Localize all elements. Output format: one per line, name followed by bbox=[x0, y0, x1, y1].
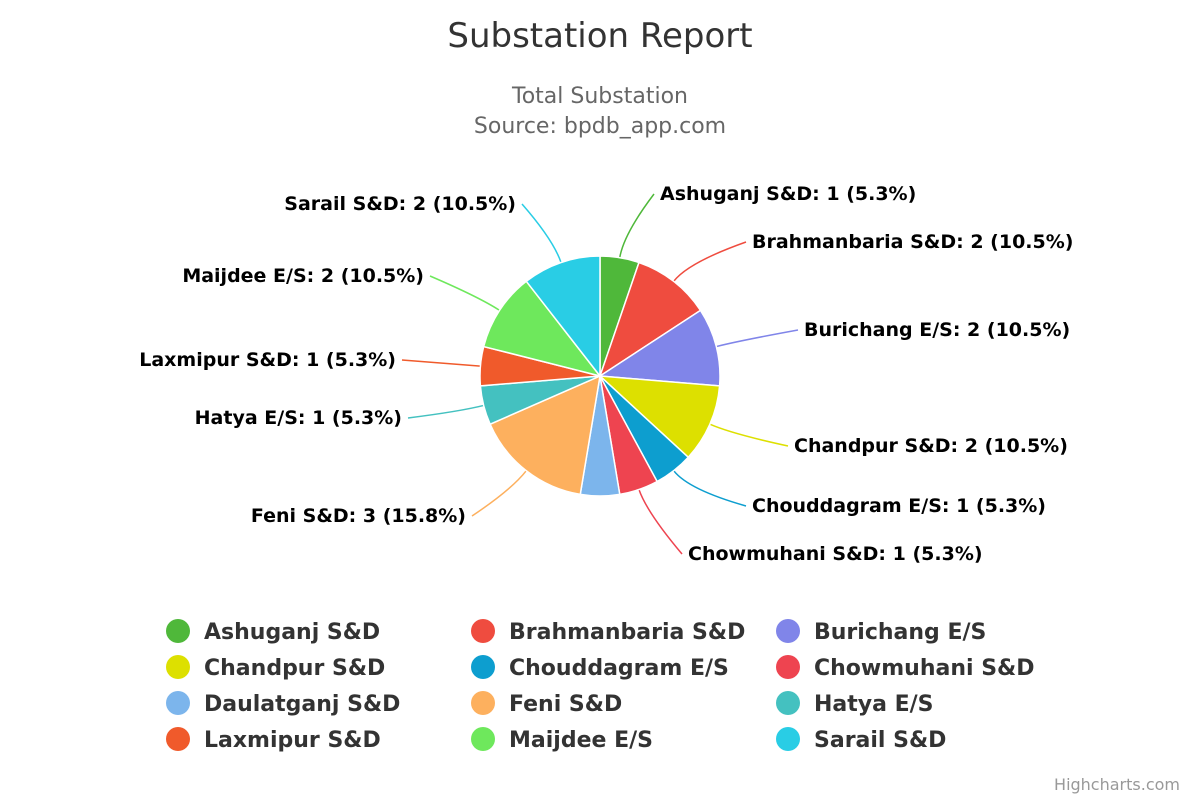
legend-item-daulatganj-sandd[interactable]: Daulatganj S&D bbox=[166, 691, 400, 717]
legend-symbol bbox=[776, 691, 800, 715]
legend-item-hatya-e-s[interactable]: Hatya E/S bbox=[776, 691, 934, 717]
legend-symbol bbox=[471, 619, 495, 643]
chart-title: Substation Report bbox=[447, 16, 752, 56]
pie-slice-burichang-e-s[interactable] bbox=[597, 309, 721, 387]
data-label-feni-sandd: Feni S&D: 3 (15.8%) bbox=[251, 505, 466, 527]
legend-label: Daulatganj S&D bbox=[204, 692, 400, 717]
legend-label: Sarail S&D bbox=[814, 728, 946, 753]
legend-label: Chouddagram E/S bbox=[509, 656, 729, 681]
data-label-hatya-e-s: Hatya E/S: 1 (5.3%) bbox=[195, 407, 402, 429]
legend: Ashuganj S&D Brahmanbaria S&D Burichang E/… bbox=[166, 619, 1035, 753]
data-label-ashuganj-sandd: Ashuganj S&D: 1 (5.3%) bbox=[660, 183, 916, 205]
legend-item-feni-sandd[interactable]: Feni S&D bbox=[471, 691, 622, 717]
chart-subtitle-line-1: Total Substation bbox=[511, 84, 688, 109]
legend-symbol bbox=[166, 727, 190, 751]
connector-maijdee-e-s bbox=[429, 275, 500, 311]
legend-item-burichang-e-s[interactable]: Burichang E/S bbox=[776, 619, 986, 645]
credits-link[interactable]: Highcharts.com bbox=[1054, 775, 1180, 794]
legend-label: Laxmipur S&D bbox=[204, 728, 381, 753]
connector-lines bbox=[401, 193, 799, 555]
data-label-laxmipur-sandd: Laxmipur S&D: 1 (5.3%) bbox=[139, 349, 396, 371]
connector-chandpur-sandd bbox=[709, 423, 789, 447]
legend-symbol bbox=[471, 655, 495, 679]
legend-item-maijdee-e-s[interactable]: Maijdee E/S bbox=[471, 727, 653, 753]
connector-sarail-sandd bbox=[521, 203, 562, 263]
legend-symbol bbox=[166, 655, 190, 679]
data-labels: Ashuganj S&D: 1 (5.3%) Brahmanbaria S&D: … bbox=[139, 183, 1073, 565]
legend-symbol bbox=[166, 691, 190, 715]
data-label-sarail-sandd: Sarail S&D: 2 (10.5%) bbox=[284, 193, 516, 215]
legend-item-ashuganj-sandd[interactable]: Ashuganj S&D bbox=[166, 619, 380, 645]
legend-symbol bbox=[471, 727, 495, 751]
connector-burichang-e-s bbox=[716, 329, 799, 348]
connector-ashuganj-sandd bbox=[619, 193, 655, 258]
legend-label: Hatya E/S bbox=[814, 692, 934, 717]
legend-item-chouddagram-e-s[interactable]: Chouddagram E/S bbox=[471, 655, 729, 681]
pie-slices bbox=[479, 255, 721, 497]
data-label-chandpur-sandd: Chandpur S&D: 2 (10.5%) bbox=[794, 435, 1068, 457]
legend-item-laxmipur-sandd[interactable]: Laxmipur S&D bbox=[166, 727, 381, 753]
data-label-brahmanbaria-sandd: Brahmanbaria S&D: 2 (10.5%) bbox=[752, 231, 1073, 253]
connector-chouddagram-e-s bbox=[673, 470, 747, 507]
connector-feni-sandd bbox=[471, 470, 527, 517]
legend-item-sarail-sandd[interactable]: Sarail S&D bbox=[776, 727, 946, 753]
data-label-maijdee-e-s: Maijdee E/S: 2 (10.5%) bbox=[182, 265, 424, 287]
data-label-chouddagram-e-s: Chouddagram E/S: 1 (5.3%) bbox=[752, 495, 1046, 517]
legend-label: Chowmuhani S&D bbox=[814, 656, 1035, 681]
legend-item-brahmanbaria-sandd[interactable]: Brahmanbaria S&D bbox=[471, 619, 745, 645]
legend-label: Ashuganj S&D bbox=[204, 620, 380, 645]
legend-item-chowmuhani-sandd[interactable]: Chowmuhani S&D bbox=[776, 655, 1035, 681]
pie-slice-brahmanbaria-sandd[interactable] bbox=[598, 261, 702, 378]
data-label-chowmuhani-sandd: Chowmuhani S&D: 1 (5.3%) bbox=[688, 543, 983, 565]
legend-symbol bbox=[166, 619, 190, 643]
legend-symbol bbox=[776, 727, 800, 751]
pie-slice-feni-sandd[interactable] bbox=[489, 374, 601, 496]
pie-slice-chandpur-sandd[interactable] bbox=[597, 375, 721, 459]
connector-brahmanbaria-sandd bbox=[673, 241, 747, 282]
legend-symbol bbox=[471, 691, 495, 715]
chart-subtitle-line-2: Source: bpdb_app.com bbox=[474, 114, 726, 139]
legend-label: Feni S&D bbox=[509, 692, 622, 717]
legend-symbol bbox=[776, 619, 800, 643]
pie-slice-maijdee-e-s[interactable] bbox=[482, 280, 602, 378]
pie-slice-sarail-sandd[interactable] bbox=[525, 255, 601, 379]
connector-chowmuhani-sandd bbox=[638, 489, 683, 555]
connector-hatya-e-s bbox=[407, 404, 484, 419]
legend-item-chandpur-sandd[interactable]: Chandpur S&D bbox=[166, 655, 385, 681]
legend-label: Maijdee E/S bbox=[509, 728, 653, 753]
connector-laxmipur-sandd bbox=[401, 359, 481, 367]
legend-label: Burichang E/S bbox=[814, 620, 986, 645]
legend-label: Brahmanbaria S&D bbox=[509, 620, 745, 645]
legend-label: Chandpur S&D bbox=[204, 656, 385, 681]
legend-symbol bbox=[776, 655, 800, 679]
data-label-burichang-e-s: Burichang E/S: 2 (10.5%) bbox=[804, 319, 1070, 341]
